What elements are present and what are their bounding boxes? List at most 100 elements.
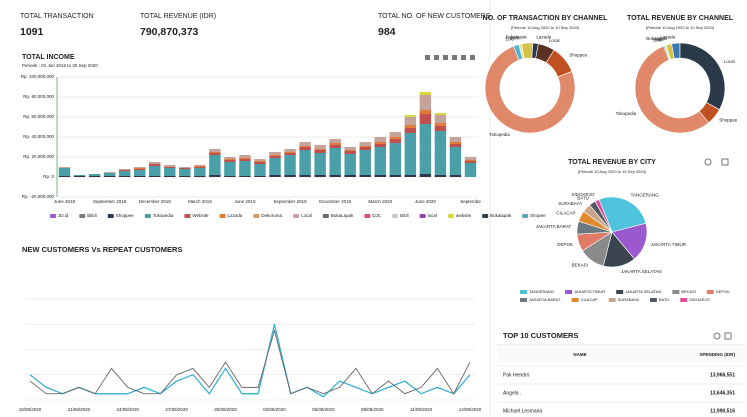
legend-swatch — [184, 214, 191, 218]
bar-segment — [224, 176, 236, 177]
bar-segment — [299, 142, 311, 146]
chart-subtitle: Periode : 01 Jun 2018 to 30 Sep 2020 — [22, 63, 98, 68]
legend-swatch — [447, 214, 454, 218]
icon[interactable] — [425, 55, 430, 60]
legend-label: BukaLapak — [331, 213, 354, 218]
icon[interactable] — [434, 55, 439, 60]
bar-segment — [254, 159, 266, 161]
bar-segment — [254, 176, 266, 177]
x-tick-label: December 2019 — [319, 199, 352, 204]
legend-swatch — [680, 298, 688, 302]
toolbar-icons[interactable] — [425, 55, 732, 340]
bar-segment — [344, 154, 356, 175]
legend-label: Local — [301, 213, 312, 218]
table-header: NAME — [573, 352, 586, 357]
chart-title: TOTAL REVENUE BY CHANNEL — [627, 15, 734, 22]
y-tick-label: Rp. 80,000,000 — [23, 94, 54, 99]
bar-segment — [149, 164, 161, 166]
bar-segment — [374, 142, 386, 144]
legend-label: JAKARTA SELATAN — [625, 289, 661, 294]
x-tick-label: December 2018 — [139, 199, 172, 204]
slice-label: JAKARTA TIMUR — [651, 242, 687, 247]
bar-segment — [254, 164, 266, 176]
bar-segment — [419, 124, 432, 174]
bar-segment — [284, 175, 296, 177]
slice-label: TANGERANG — [631, 193, 660, 198]
x-tick-label: 27/08/2020 — [165, 407, 188, 412]
bar-segment — [359, 142, 371, 146]
bar-segment — [389, 137, 402, 139]
slice-label: BEKASI — [572, 262, 588, 267]
slice-label: JAKARTA SELATAN — [621, 269, 662, 274]
bar-segment — [224, 159, 236, 160]
slice-label: Lazada — [660, 34, 675, 39]
bar-segment — [389, 139, 402, 143]
bar-segment — [284, 153, 296, 155]
bar-segment — [464, 161, 477, 163]
bar-segment — [359, 147, 371, 150]
bar-segment — [269, 155, 281, 156]
bar-segment — [344, 175, 356, 177]
legend-label: Dekoruma — [261, 213, 282, 218]
expand-icon[interactable] — [721, 158, 729, 166]
bar-segment — [209, 175, 221, 177]
icon[interactable] — [470, 55, 475, 60]
bar-segment — [374, 144, 386, 147]
slice — [634, 45, 710, 134]
legend-label: JAKARTA TIMUR — [574, 289, 605, 294]
expand-icon[interactable] — [724, 332, 732, 340]
slice-label: SURABAYA — [558, 201, 582, 206]
refresh-icon[interactable] — [713, 332, 721, 340]
bar-segment — [118, 171, 131, 176]
bar-segment — [464, 157, 477, 160]
icon[interactable] — [443, 55, 448, 60]
bar-segment — [194, 168, 206, 176]
x-tick-label: March 2020 — [368, 199, 392, 204]
legend-swatch — [50, 214, 56, 218]
bar-segment — [118, 169, 131, 170]
table-cell: Michael Lesmana — [503, 408, 542, 414]
x-tick-label: 30/08/2020 — [214, 407, 237, 412]
bar-segment — [209, 149, 221, 152]
legend-label: BATU — [659, 297, 669, 302]
legend-label: Bukalapak — [490, 213, 512, 218]
legend-label: BEKASI — [681, 289, 695, 294]
bar-segment — [404, 115, 417, 117]
chart-subtitle: (Periode 10 Aug 2020 to 10 Sep 2020) — [511, 25, 580, 30]
slice-label: Shoppee — [719, 118, 738, 123]
x-tick-label: 21/08/2020 — [68, 407, 91, 412]
bar-segment — [419, 110, 432, 114]
bar-segment — [224, 162, 236, 176]
legend-swatch — [672, 290, 680, 294]
kpi-value: 790,870,373 — [140, 26, 199, 38]
legend-label: Website — [192, 213, 209, 218]
legend-swatch — [419, 214, 426, 218]
icon[interactable] — [461, 55, 466, 60]
bar-segment — [58, 167, 71, 168]
chart-title: TOTAL REVENUE BY CITY — [568, 159, 656, 166]
icon[interactable] — [452, 55, 457, 60]
bar-segment — [149, 166, 161, 176]
bar-segment — [284, 155, 296, 175]
legend-label: Shopee — [530, 213, 546, 218]
slice-label: Bibli — [655, 37, 664, 42]
bar-segment — [419, 114, 432, 124]
bar-segment — [344, 147, 356, 150]
chart-title: NO. OF TRANSACTION BY CHANNEL — [483, 15, 608, 22]
y-tick-label: Rp. 0 — [43, 174, 54, 179]
bar-segment — [329, 148, 341, 175]
bar-segment — [314, 175, 326, 177]
bar-segment — [404, 128, 417, 133]
bar-segment — [269, 156, 281, 158]
bar-segment — [374, 147, 386, 175]
table-cell: Angela . — [503, 390, 521, 396]
bar-segment — [209, 155, 221, 175]
legend-label: Blibli — [87, 213, 97, 218]
bar-segment — [314, 150, 326, 153]
bar-segment — [194, 176, 206, 177]
bar-segment — [239, 176, 251, 177]
chart-title: NEW CUSTOMERS Vs REPEAT CUSTOMERS — [22, 245, 182, 254]
bar-segment — [404, 125, 417, 128]
refresh-icon[interactable] — [704, 158, 712, 166]
slice-label: CILACAP — [556, 211, 575, 216]
